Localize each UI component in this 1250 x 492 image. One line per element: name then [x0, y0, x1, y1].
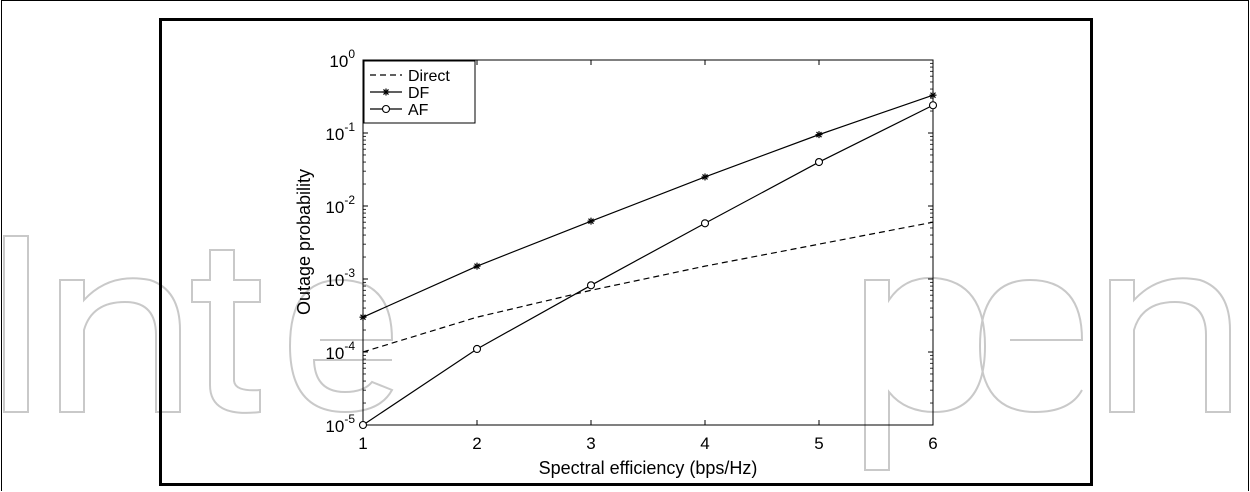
y-tick-label: 10-2 [325, 193, 355, 217]
series-line-af [362, 104, 934, 426]
data-point-df [359, 313, 367, 321]
data-point-df [587, 217, 595, 225]
figure-frame [159, 18, 1093, 486]
data-point-af [814, 157, 824, 167]
legend-label-af: AF [408, 102, 429, 119]
x-tick-label: 2 [472, 434, 481, 453]
y-tick-label: 10-3 [325, 266, 355, 290]
legend-label-direct: Direct [408, 68, 450, 85]
x-tick-label: 5 [814, 434, 823, 453]
legend-item-af: AF [370, 102, 429, 119]
data-point-af [358, 420, 368, 430]
data-point-af [472, 344, 482, 354]
data-point-df [473, 262, 481, 270]
legend-item-direct: Direct [370, 68, 450, 85]
data-point-af [586, 281, 596, 290]
y-tick-label: 10-1 [325, 120, 355, 144]
legend-marker-af [381, 104, 391, 114]
series-line-df [362, 94, 934, 318]
series-layer [358, 91, 938, 430]
x-tick-label: 3 [586, 434, 595, 453]
x-tick-label: 1 [358, 434, 367, 453]
plot-area [362, 59, 934, 426]
series-line-direct [362, 221, 934, 353]
data-point-df [815, 131, 823, 139]
y-axis-title: Outage probability [294, 169, 314, 315]
legend-label-df: DF [408, 85, 430, 102]
x-tick-label: 4 [700, 434, 709, 453]
x-tick-label: 6 [928, 434, 937, 453]
legend-marker-df [382, 88, 390, 96]
legend-item-df: DF [370, 85, 430, 102]
data-point-af [700, 219, 710, 228]
data-point-df [701, 173, 709, 181]
x-axis-title: Spectral efficiency (bps/Hz) [539, 458, 758, 478]
y-tick-label: 100 [329, 47, 355, 71]
data-point-af [928, 101, 938, 110]
data-point-df [929, 91, 937, 99]
y-tick-label: 10-5 [325, 412, 355, 436]
y-tick-label: 10-4 [325, 339, 355, 363]
